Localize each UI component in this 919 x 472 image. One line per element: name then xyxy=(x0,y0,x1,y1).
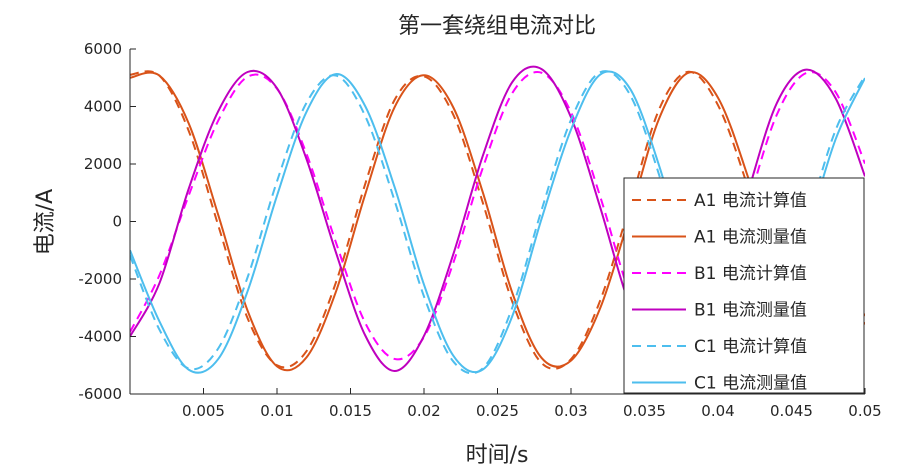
x-tick-label: 0.03 xyxy=(554,402,587,420)
x-tick-label: 0.04 xyxy=(701,402,734,420)
x-axis-label: 时间/s xyxy=(466,443,529,468)
legend: A1 电流计算值 A1 电流测量值 B1 电流计算值 B1 电流测量值 C1 电流计算值… xyxy=(623,177,865,394)
x-tick-label: 0.035 xyxy=(623,402,666,420)
chart-title: 第一套绕组电流对比 xyxy=(398,14,596,39)
legend-label-5: C1 电流测量值 xyxy=(694,374,807,394)
legend-box xyxy=(623,177,865,394)
legend-label-0: A1 电流计算值 xyxy=(694,191,807,211)
y-axis-ticks: -6000 -4000 -2000 0 2000 4000 6000 xyxy=(78,40,136,403)
series-1-line xyxy=(130,71,865,372)
x-tick-label: 0.045 xyxy=(770,402,813,420)
legend-label-2: B1 电流计算值 xyxy=(694,264,807,284)
y-tick-label: -6000 xyxy=(78,385,122,403)
x-tick-label: 0.01 xyxy=(260,402,293,420)
y-tick-label: 0 xyxy=(112,213,122,231)
y-axis-label: 电流/A xyxy=(33,189,58,255)
y-tick-label: -4000 xyxy=(78,328,122,346)
x-tick-label: 0.025 xyxy=(476,402,519,420)
y-tick-label: 4000 xyxy=(84,98,122,116)
legend-label-1: A1 电流测量值 xyxy=(694,228,807,248)
x-tick-label: 0.05 xyxy=(848,402,881,420)
legend-items: A1 电流计算值 A1 电流测量值 B1 电流计算值 B1 电流测量值 C1 电流计算值… xyxy=(632,191,807,394)
y-tick-label: 2000 xyxy=(84,155,122,173)
x-tick-label: 0.015 xyxy=(329,402,372,420)
series-0-line xyxy=(130,70,865,371)
legend-label-4: C1 电流计算值 xyxy=(694,337,807,357)
legend-label-3: B1 电流测量值 xyxy=(694,301,807,321)
x-tick-label: 0.02 xyxy=(407,402,440,420)
y-tick-label: 6000 xyxy=(84,40,122,58)
x-axis-ticks: 0.005 0.01 0.015 0.02 0.025 0.03 0.035 0.04 0.04… xyxy=(182,388,882,420)
y-tick-label: -2000 xyxy=(78,270,122,288)
x-tick-label: 0.005 xyxy=(182,402,225,420)
